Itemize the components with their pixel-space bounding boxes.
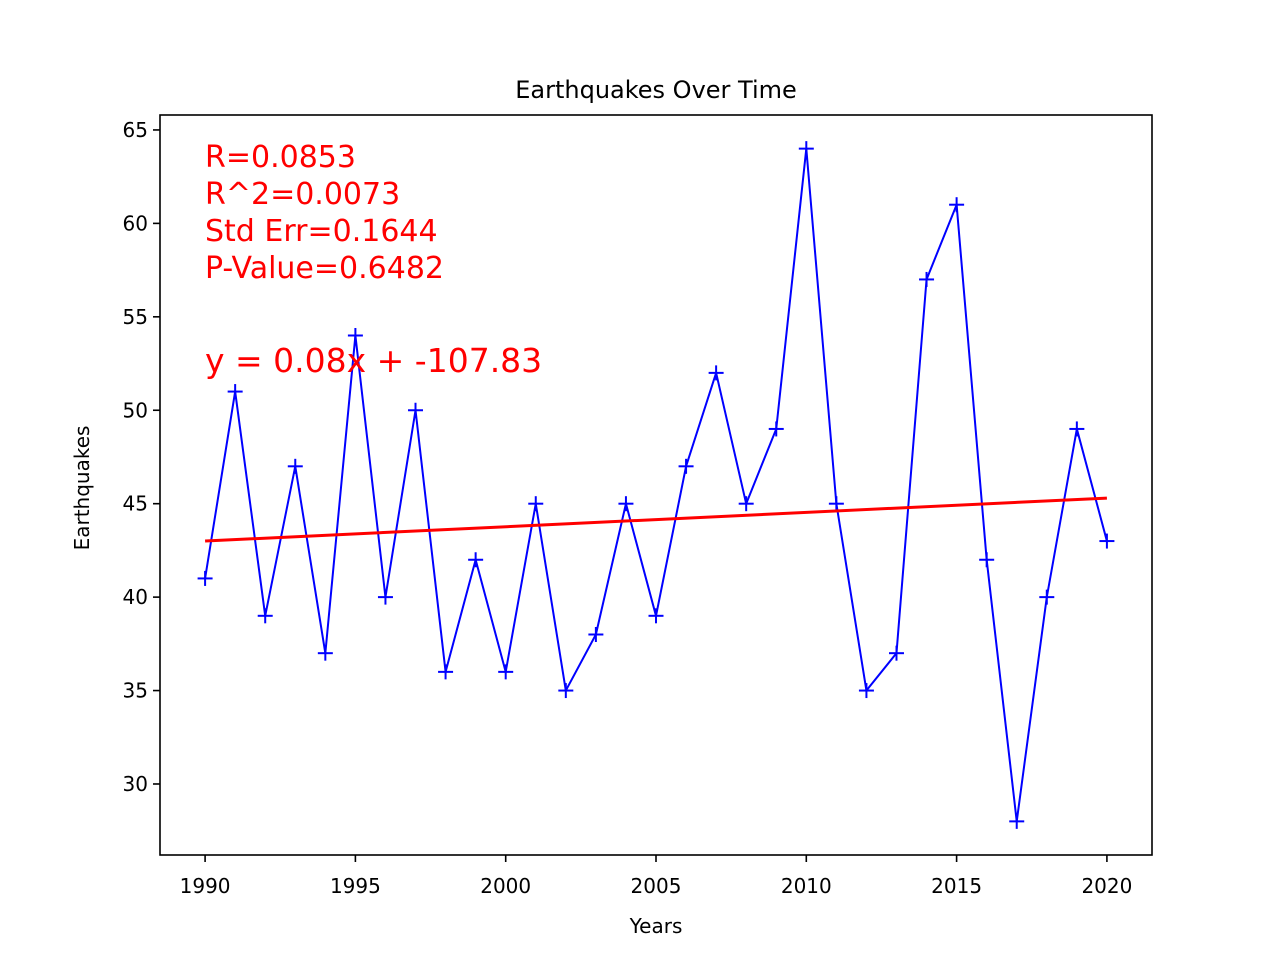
x-axis-label: Years [629,914,683,938]
data-point-marker [438,664,454,680]
x-tick-label: 2010 [781,874,832,898]
x-tick-label: 1995 [330,874,381,898]
data-point-marker [408,402,424,418]
data-point-marker [347,328,363,344]
data-point-marker [558,683,574,699]
data-point-marker [1069,421,1085,437]
data-point-marker [708,365,724,381]
data-point-marker [1099,533,1115,549]
regression-equation: y = 0.08x + -107.83 [205,341,542,380]
data-point-marker [618,496,634,512]
x-tick-label: 2015 [931,874,982,898]
data-point-marker [1039,589,1055,605]
x-tick-label: 1990 [180,874,231,898]
y-tick-label: 50 [123,398,148,422]
data-point-marker [227,384,243,400]
chart-title: Earthquakes Over Time [515,76,797,104]
y-tick-label: 30 [123,772,148,796]
y-tick-label: 45 [123,492,148,516]
data-point-marker [979,552,995,568]
x-tick-label: 2005 [631,874,682,898]
data-point-marker [798,141,814,157]
y-tick-label: 35 [123,679,148,703]
data-point-marker [528,496,544,512]
y-axis-label: Earthquakes [70,426,94,551]
data-point-marker [588,626,604,642]
plot-frame [159,114,1153,856]
y-tick-label: 65 [123,118,148,142]
stat-std-err: Std Err=0.1644 [205,214,438,249]
x-tick-label: 2000 [480,874,531,898]
series-line [204,147,1108,823]
data-point-marker [828,496,844,512]
data-point-marker [498,664,514,680]
data-point-marker [888,645,904,661]
y-tick-label: 40 [123,585,148,609]
y-tick-label: 60 [123,211,148,235]
data-point-marker [678,458,694,474]
data-point-marker [468,552,484,568]
stat-p-value: P-Value=0.6482 [205,251,444,286]
regression-line [205,496,1107,543]
data-point-marker [858,683,874,699]
stat-r-squared: R^2=0.0073 [205,177,400,212]
data-point-marker [287,458,303,474]
data-point-marker [317,645,333,661]
data-point-marker [377,589,393,605]
y-tick-label: 55 [123,305,148,329]
data-point-marker [738,496,754,512]
data-point-marker [1009,813,1025,829]
data-point-marker [949,197,965,213]
data-point-marker [768,421,784,437]
data-point-marker [919,271,935,287]
data-point-marker [197,570,213,586]
data-point-marker [257,608,273,624]
x-tick-label: 2020 [1081,874,1132,898]
stat-r: R=0.0853 [205,140,356,175]
data-layer [197,141,1115,829]
ticks-layer: 1990 1995 2000 2005 2010 2015 2020 30 35 40 45 50 55… [123,118,1133,898]
data-point-marker [648,608,664,624]
